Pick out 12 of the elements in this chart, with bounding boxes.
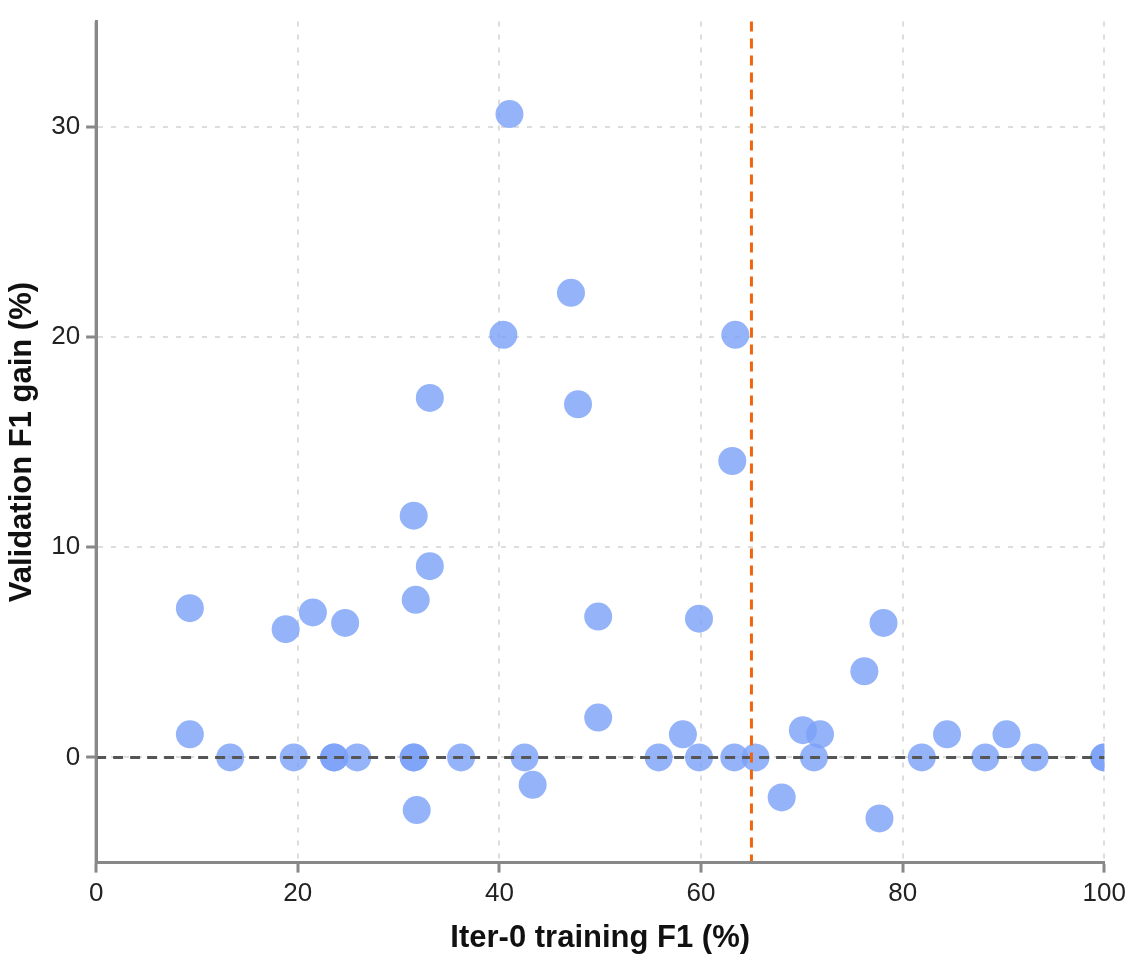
x-tick-label: 40 [484, 877, 514, 908]
y-tick-label: 10 [51, 530, 81, 561]
y-tick-label: 20 [51, 320, 81, 351]
x-tick-label: 100 [1082, 877, 1127, 908]
y-axis-title: Validation F1 gain (%) [3, 281, 39, 603]
x-axis-title: Iter-0 training F1 (%) [450, 918, 751, 954]
x-tick-label: 0 [88, 877, 104, 908]
x-tick-label: 20 [283, 877, 313, 908]
y-tick-label: 30 [51, 109, 81, 140]
x-tick-label: 60 [686, 877, 716, 908]
y-tick-label: 0 [65, 740, 81, 771]
x-tick-label: 80 [888, 877, 918, 908]
